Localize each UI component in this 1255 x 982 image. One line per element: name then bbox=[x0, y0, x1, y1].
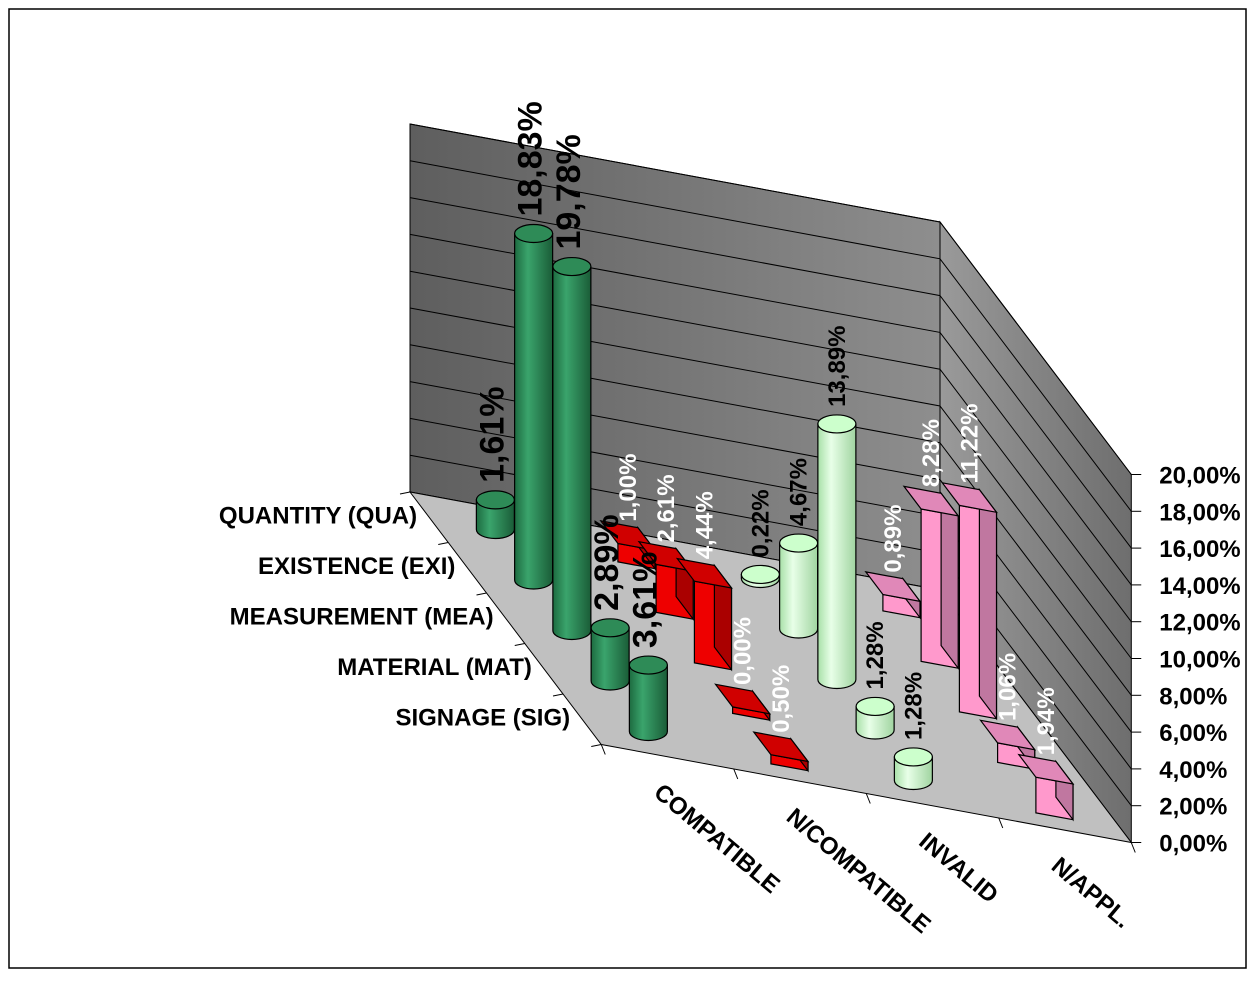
data-label: 0,22% bbox=[747, 489, 774, 557]
bar bbox=[752, 731, 810, 773]
gridline bbox=[409, 123, 1132, 475]
bar bbox=[740, 564, 780, 589]
data-label: 18,83% bbox=[512, 101, 550, 216]
data-label: 0,00% bbox=[730, 617, 757, 685]
z-axis-tick-label: 2,00% bbox=[1159, 794, 1227, 821]
y-axis-tick bbox=[399, 491, 411, 495]
bar-cylinder-top bbox=[779, 533, 819, 553]
bar-box-top bbox=[1017, 753, 1075, 785]
z-axis-tick-label: 14,00% bbox=[1159, 573, 1240, 600]
z-axis-tick-label: 4,00% bbox=[1159, 757, 1227, 784]
data-label: 13,89% bbox=[824, 326, 851, 407]
bar-cylinder-top bbox=[628, 655, 668, 675]
z-axis-tick-label: 0,00% bbox=[1159, 831, 1227, 858]
y-axis-tick bbox=[514, 643, 525, 646]
bar-cylinder-body bbox=[552, 265, 592, 641]
bar-cylinder-top bbox=[514, 223, 554, 244]
chart-bars bbox=[475, 223, 1075, 822]
bar bbox=[552, 256, 592, 641]
data-label: 19,78% bbox=[550, 134, 588, 249]
y-axis-series-label: SIGNAGE (SIG) bbox=[395, 704, 570, 731]
y-axis-tick bbox=[591, 744, 602, 747]
bar-cylinder-top bbox=[740, 564, 780, 585]
bar bbox=[628, 655, 668, 742]
bar-cylinder-body bbox=[628, 664, 668, 742]
bar-cylinder-top bbox=[552, 256, 592, 277]
y-axis-series-label: MATERIAL (MAT) bbox=[337, 654, 532, 681]
x-axis-tick bbox=[998, 817, 1004, 829]
bar-box-top bbox=[864, 571, 922, 603]
data-label: 1,00% bbox=[615, 454, 642, 522]
bar bbox=[590, 618, 630, 691]
data-label: 0,50% bbox=[768, 665, 795, 733]
z-axis-tick-label: 6,00% bbox=[1159, 720, 1227, 747]
y-axis-series-label: EXISTENCE (EXI) bbox=[258, 553, 455, 580]
data-label: 11,22% bbox=[956, 403, 983, 483]
data-label: 1,06% bbox=[995, 653, 1022, 721]
data-label: 3,61% bbox=[626, 552, 664, 648]
z-axis-tick-label: 18,00% bbox=[1159, 499, 1240, 526]
bar bbox=[817, 414, 857, 690]
data-label: 8,28% bbox=[918, 419, 945, 487]
x-axis-tick bbox=[865, 793, 871, 804]
y-axis-tick bbox=[438, 542, 449, 545]
gridline bbox=[409, 160, 1132, 512]
data-label: 1,94% bbox=[1033, 687, 1060, 755]
bar-cylinder-body bbox=[779, 542, 819, 639]
bar-cylinder-top bbox=[817, 414, 857, 434]
z-axis-tick-label: 10,00% bbox=[1159, 647, 1240, 674]
bar-cylinder-top bbox=[590, 618, 630, 638]
data-label: 1,28% bbox=[900, 672, 927, 740]
bar bbox=[475, 490, 515, 540]
bar-cylinder-top bbox=[475, 490, 515, 510]
y-axis-tick bbox=[552, 693, 564, 697]
data-label: 4,44% bbox=[691, 491, 718, 559]
z-axis-tick-label: 8,00% bbox=[1159, 683, 1227, 710]
bar-cylinder-top bbox=[855, 696, 895, 717]
gridline bbox=[409, 197, 1132, 549]
bar-box-top bbox=[902, 485, 960, 517]
data-label: 0,89% bbox=[880, 505, 907, 573]
x-axis-tick bbox=[600, 744, 606, 755]
data-label: 1,61% bbox=[473, 386, 511, 482]
bar bbox=[902, 485, 960, 670]
y-axis-series-label: QUANTITY (QUA) bbox=[219, 502, 417, 529]
z-axis-tick-label: 20,00% bbox=[1159, 463, 1240, 490]
bar bbox=[864, 571, 922, 620]
x-axis-tick bbox=[733, 768, 739, 780]
z-axis-tick-label: 12,00% bbox=[1159, 610, 1240, 637]
bar-box-top bbox=[979, 719, 1037, 751]
bar-box-top bbox=[714, 683, 772, 715]
data-label: 1,28% bbox=[862, 621, 889, 689]
bar bbox=[940, 481, 998, 721]
bar bbox=[1017, 753, 1075, 822]
x-axis-tick bbox=[1130, 842, 1136, 853]
bar-cylinder-body bbox=[514, 232, 554, 590]
bar bbox=[514, 223, 554, 590]
bar bbox=[855, 696, 895, 740]
bar-box-side bbox=[940, 491, 959, 670]
bar-cylinder-top bbox=[893, 747, 933, 767]
bar-box-top bbox=[940, 481, 998, 514]
bar bbox=[714, 683, 772, 722]
data-label: 2,89% bbox=[588, 514, 626, 610]
bar bbox=[779, 533, 819, 639]
bar bbox=[675, 557, 733, 672]
y-axis-series-label: MEASUREMENT (MEA) bbox=[230, 603, 494, 630]
z-axis-tick-label: 16,00% bbox=[1159, 536, 1240, 563]
data-label: 4,67% bbox=[786, 458, 813, 526]
bar-box-top bbox=[675, 557, 733, 589]
y-axis-tick bbox=[476, 592, 487, 596]
data-label: 2,61% bbox=[653, 474, 680, 542]
bar bbox=[893, 747, 933, 791]
bar-cylinder-body bbox=[817, 423, 857, 690]
chart-data-labels: 1,61% 1,00% 0,22% 0,89% 18,83% 2,61% 4,67% 8,28… bbox=[473, 101, 1060, 755]
bar-box-top bbox=[752, 731, 810, 763]
